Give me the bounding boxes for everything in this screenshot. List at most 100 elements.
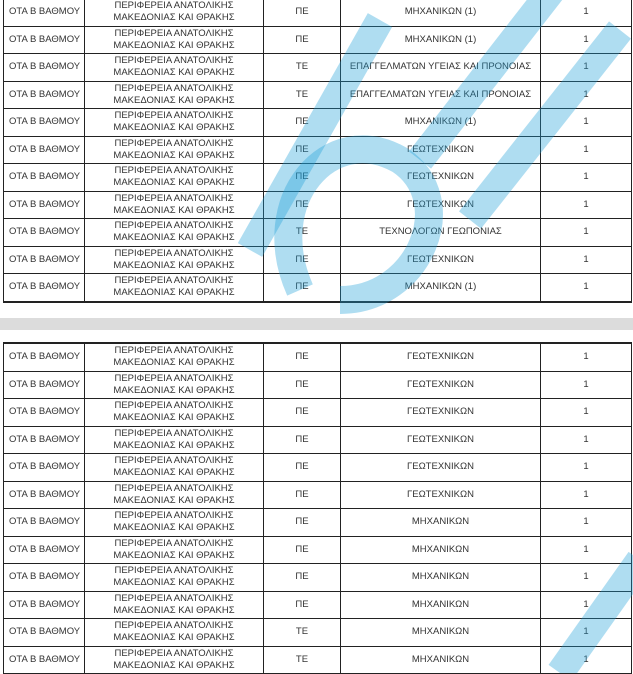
specialty-cell-text: ΓΕΩΤΕΧΝΙΚΩΝ [407, 351, 474, 363]
region-cell-text: ΜΑΚΕΔΟΝΙΑΣ ΚΑΙ ΘΡΑΚΗΣ [113, 39, 235, 51]
region-cell: ΠΕΡΙΦΕΡΕΙΑ ΑΝΑΤΟΛΙΚΗΣ ΜΑΚΕΔΟΝΙΑΣ ΚΑΙ ΘΡΑΚ… [84, 0, 264, 27]
category-cell: ΠΕ [263, 590, 341, 619]
authority-type-cell: ΟΤΑ Β ΒΑΘΜΟΥ [3, 618, 85, 647]
authority-type-cell-text: ΟΤΑ Β ΒΑΘΜΟΥ [9, 253, 81, 265]
table-row: ΟΤΑ Β ΒΑΘΜΟΥ ΠΕΡΙΦΕΡΕΙΑ ΑΝΑΤΟΛΙΚΗΣ ΜΑΚΕΔΟΝ… [3, 163, 632, 192]
positions-count-cell-text: 1 [583, 143, 589, 155]
category-cell: ΠΕ [263, 163, 341, 192]
positions-table-2: ΟΤΑ Β ΒΑΘΜΟΥ ΠΕΡΙΦΕΡΕΙΑ ΑΝΑΤΟΛΙΚΗΣ ΜΑΚΕΔΟΝ… [3, 342, 632, 674]
category-cell-text: ΠΕ [295, 461, 309, 473]
positions-count-cell: 1 [540, 563, 632, 592]
region-cell-text: ΠΕΡΙΦΕΡΕΙΑ ΑΝΑΤΟΛΙΚΗΣ [114, 565, 234, 577]
region-cell-text: ΜΑΚΕΔΟΝΙΑΣ ΚΑΙ ΘΡΑΚΗΣ [113, 604, 235, 616]
authority-type-cell-text: ΟΤΑ Β ΒΑΘΜΟΥ [9, 226, 81, 238]
region-cell: ΠΕΡΙΦΕΡΕΙΑ ΑΝΑΤΟΛΙΚΗΣ ΜΑΚΕΔΟΝΙΑΣ ΚΑΙ ΘΡΑΚ… [84, 508, 264, 537]
table-row: ΟΤΑ Β ΒΑΘΜΟΥ ΠΕΡΙΦΕΡΕΙΑ ΑΝΑΤΟΛΙΚΗΣ ΜΑΚΕΔΟΝ… [3, 25, 632, 54]
authority-type-cell: ΟΤΑ Β ΒΑΘΜΟΥ [3, 108, 85, 137]
region-cell: ΠΕΡΙΦΕΡΕΙΑ ΑΝΑΤΟΛΙΚΗΣ ΜΑΚΕΔΟΝΙΑΣ ΚΑΙ ΘΡΑΚ… [84, 245, 264, 274]
specialty-cell: ΜΗΧΑΝΙΚΩΝ (1) [340, 0, 541, 27]
region-cell-text: ΠΕΡΙΦΕΡΕΙΑ ΑΝΑΤΟΛΙΚΗΣ [114, 427, 234, 439]
specialty-cell-text: ΤΕΧΝΟΛΟΓΩΝ ΓΕΩΠΟΝΙΑΣ [379, 226, 502, 238]
positions-count-cell: 1 [540, 135, 632, 164]
category-cell: ΠΕ [263, 370, 341, 399]
authority-type-cell: ΟΤΑ Β ΒΑΘΜΟΥ [3, 135, 85, 164]
positions-count-cell-text: 1 [583, 281, 589, 293]
positions-count-cell: 1 [540, 398, 632, 427]
category-cell-text: ΠΕ [295, 116, 309, 128]
specialty-cell: ΓΕΩΤΕΧΝΙΚΩΝ [340, 163, 541, 192]
region-cell-text: ΠΕΡΙΦΕΡΕΙΑ ΑΝΑΤΟΛΙΚΗΣ [114, 247, 234, 259]
category-cell: ΠΕ [263, 190, 341, 219]
table-row: ΟΤΑ Β ΒΑΘΜΟΥ ΠΕΡΙΦΕΡΕΙΑ ΑΝΑΤΟΛΙΚΗΣ ΜΑΚΕΔΟΝ… [3, 218, 632, 247]
authority-type-cell: ΟΤΑ Β ΒΑΘΜΟΥ [3, 245, 85, 274]
category-cell: ΤΕ [263, 218, 341, 247]
category-cell: ΤΕ [263, 53, 341, 82]
category-cell: ΠΕ [263, 25, 341, 54]
authority-type-cell-text: ΟΤΑ Β ΒΑΘΜΟΥ [9, 433, 81, 445]
table-row: ΟΤΑ Β ΒΑΘΜΟΥ ΠΕΡΙΦΕΡΕΙΑ ΑΝΑΤΟΛΙΚΗΣ ΜΑΚΕΔΟΝ… [3, 508, 632, 537]
specialty-cell-text: ΓΕΩΤΕΧΝΙΚΩΝ [407, 461, 474, 473]
positions-count-cell-text: 1 [583, 653, 589, 665]
category-cell-text: ΠΕ [295, 253, 309, 265]
specialty-cell: ΓΕΩΤΕΧΝΙΚΩΝ [340, 425, 541, 454]
authority-type-cell-text: ΟΤΑ Β ΒΑΘΜΟΥ [9, 488, 81, 500]
authority-type-cell-text: ΟΤΑ Β ΒΑΘΜΟΥ [9, 598, 81, 610]
positions-count-cell: 1 [540, 480, 632, 509]
authority-type-cell-text: ΟΤΑ Β ΒΑΘΜΟΥ [9, 653, 81, 665]
specialty-cell: ΜΗΧΑΝΙΚΩΝ [340, 508, 541, 537]
page-separator [0, 318, 633, 330]
category-cell: ΠΕ [263, 508, 341, 537]
category-cell-text: ΠΕ [295, 351, 309, 363]
region-cell-text: ΠΕΡΙΦΕΡΕΙΑ ΑΝΑΤΟΛΙΚΗΣ [114, 372, 234, 384]
authority-type-cell-text: ΟΤΑ Β ΒΑΘΜΟΥ [9, 171, 81, 183]
authority-type-cell: ΟΤΑ Β ΒΑΘΜΟΥ [3, 163, 85, 192]
positions-count-cell-text: 1 [583, 116, 589, 128]
authority-type-cell: ΟΤΑ Β ΒΑΘΜΟΥ [3, 342, 85, 372]
positions-count-cell-text: 1 [583, 488, 589, 500]
authority-type-cell: ΟΤΑ Β ΒΑΘΜΟΥ [3, 453, 85, 482]
region-cell-text: ΠΕΡΙΦΕΡΕΙΑ ΑΝΑΤΟΛΙΚΗΣ [114, 0, 234, 12]
region-cell-text: ΜΑΚΕΔΟΝΙΑΣ ΚΑΙ ΘΡΑΚΗΣ [113, 287, 235, 299]
authority-type-cell-text: ΟΤΑ Β ΒΑΘΜΟΥ [9, 461, 81, 473]
authority-type-cell: ΟΤΑ Β ΒΑΘΜΟΥ [3, 480, 85, 509]
region-cell-text: ΠΕΡΙΦΕΡΕΙΑ ΑΝΑΤΟΛΙΚΗΣ [114, 27, 234, 39]
category-cell-text: ΠΕ [295, 198, 309, 210]
category-cell: ΠΕ [263, 273, 341, 302]
region-cell-text: ΠΕΡΙΦΕΡΕΙΑ ΑΝΑΤΟΛΙΚΗΣ [114, 110, 234, 122]
positions-count-cell: 1 [540, 80, 632, 109]
region-cell-text: ΜΑΚΕΔΟΝΙΑΣ ΚΑΙ ΘΡΑΚΗΣ [113, 577, 235, 589]
positions-count-cell: 1 [540, 645, 632, 674]
specialty-cell: ΜΗΧΑΝΙΚΩΝ (1) [340, 108, 541, 137]
positions-count-cell: 1 [540, 108, 632, 137]
category-cell-text: ΠΕ [295, 516, 309, 528]
category-cell: ΠΕ [263, 425, 341, 454]
positions-count-cell-text: 1 [583, 253, 589, 265]
region-cell: ΠΕΡΙΦΕΡΕΙΑ ΑΝΑΤΟΛΙΚΗΣ ΜΑΚΕΔΟΝΙΑΣ ΚΑΙ ΘΡΑΚ… [84, 563, 264, 592]
category-cell: ΠΕ [263, 108, 341, 137]
specialty-cell: ΓΕΩΤΕΧΝΙΚΩΝ [340, 370, 541, 399]
region-cell-text: ΠΕΡΙΦΕΡΕΙΑ ΑΝΑΤΟΛΙΚΗΣ [114, 137, 234, 149]
specialty-cell: ΤΕΧΝΟΛΟΓΩΝ ΓΕΩΠΟΝΙΑΣ [340, 218, 541, 247]
authority-type-cell: ΟΤΑ Β ΒΑΘΜΟΥ [3, 218, 85, 247]
region-cell-text: ΠΕΡΙΦΕΡΕΙΑ ΑΝΑΤΟΛΙΚΗΣ [114, 510, 234, 522]
positions-count-cell-text: 1 [583, 626, 589, 638]
region-cell: ΠΕΡΙΦΕΡΕΙΑ ΑΝΑΤΟΛΙΚΗΣ ΜΑΚΕΔΟΝΙΑΣ ΚΑΙ ΘΡΑΚ… [84, 618, 264, 647]
positions-count-cell-text: 1 [583, 433, 589, 445]
specialty-cell-text: ΜΗΧΑΝΙΚΩΝ (1) [404, 6, 477, 18]
category-cell-text: ΤΕ [295, 88, 309, 100]
authority-type-cell: ΟΤΑ Β ΒΑΘΜΟΥ [3, 273, 85, 302]
region-cell-text: ΠΕΡΙΦΕΡΕΙΑ ΑΝΑΤΟΛΙΚΗΣ [114, 400, 234, 412]
authority-type-cell-text: ΟΤΑ Β ΒΑΘΜΟΥ [9, 406, 81, 418]
category-cell: ΤΕ [263, 80, 341, 109]
specialty-cell-text: ΜΗΧΑΝΙΚΩΝ (1) [404, 116, 477, 128]
positions-count-cell-text: 1 [583, 461, 589, 473]
region-cell-text: ΜΑΚΕΔΟΝΙΑΣ ΚΑΙ ΘΡΑΚΗΣ [113, 467, 235, 479]
category-cell: ΠΕ [263, 398, 341, 427]
region-cell-text: ΜΑΚΕΔΟΝΙΑΣ ΚΑΙ ΘΡΑΚΗΣ [113, 522, 235, 534]
specialty-cell-text: ΓΕΩΤΕΧΝΙΚΩΝ [407, 378, 474, 390]
authority-type-cell-text: ΟΤΑ Β ΒΑΘΜΟΥ [9, 116, 81, 128]
authority-type-cell: ΟΤΑ Β ΒΑΘΜΟΥ [3, 590, 85, 619]
positions-table-1: ΟΤΑ Β ΒΑΘΜΟΥ ΠΕΡΙΦΕΡΕΙΑ ΑΝΑΤΟΛΙΚΗΣ ΜΑΚΕΔΟΝ… [3, 0, 632, 303]
positions-count-cell-text: 1 [583, 571, 589, 583]
authority-type-cell: ΟΤΑ Β ΒΑΘΜΟΥ [3, 25, 85, 54]
